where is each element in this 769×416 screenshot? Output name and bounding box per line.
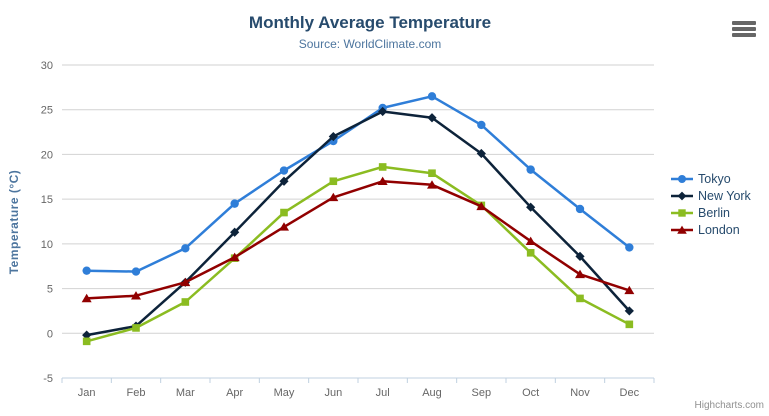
data-point-marker-london (377, 176, 388, 186)
x-axis-category-label: Oct (522, 387, 539, 399)
series-line-tokyo (85, 95, 631, 273)
hamburger-icon (732, 27, 756, 31)
data-point-marker-berlin (132, 324, 140, 332)
legend-item-berlin[interactable]: Berlin (671, 206, 751, 220)
chart-title: Monthly Average Temperature (248, 13, 492, 32)
data-point-marker-berlin (576, 294, 584, 303)
x-axis-category-label: Sep (472, 387, 492, 399)
y-axis-tick-label: 30 (41, 60, 53, 72)
x-axis-category-label: Dec (620, 387, 640, 399)
y-axis-tick-label: 15 (41, 194, 53, 206)
series-line-berlin (85, 165, 631, 343)
data-point-marker-london (575, 269, 585, 279)
y-axis-tick-label: 20 (41, 149, 53, 161)
data-point-marker-london (81, 293, 92, 303)
data-point-marker-tokyo (625, 243, 634, 252)
data-point-marker-berlin (181, 298, 190, 306)
x-axis-category-label: Nov (570, 387, 590, 399)
data-point-marker-new-york (575, 251, 585, 261)
legend-item-london[interactable]: London (671, 223, 751, 237)
hamburger-icon (732, 21, 756, 25)
legend-item-new-york[interactable]: New York (671, 189, 751, 203)
data-point-marker-berlin (329, 177, 338, 186)
hamburger-icon (732, 33, 756, 37)
data-point-marker-tokyo (230, 199, 239, 208)
data-point-marker-new-york (230, 227, 240, 237)
data-point-marker-tokyo (82, 266, 91, 275)
legend-label: London (698, 223, 740, 237)
y-axis-tick-label: 10 (41, 239, 53, 251)
data-point-marker-new-york (476, 148, 486, 159)
x-axis-category-label: Jan (78, 387, 96, 399)
data-point-marker-london (279, 222, 289, 231)
x-axis-category-label: Jun (324, 387, 342, 399)
data-point-marker-tokyo (131, 267, 141, 276)
y-axis-tick-label: 0 (47, 328, 53, 340)
data-point-marker-new-york (279, 176, 289, 186)
chart-subtitle: Source: WorldClimate.com (298, 37, 442, 51)
data-point-marker-berlin (526, 249, 535, 257)
data-point-marker-london (229, 252, 240, 262)
x-axis-category-label: Feb (127, 387, 146, 399)
data-point-marker-new-york (526, 202, 536, 212)
data-point-marker-new-york (427, 113, 437, 123)
export-menu-button[interactable] (732, 21, 756, 37)
x-axis-category-label: Apr (226, 387, 243, 399)
data-point-marker-tokyo (427, 92, 437, 101)
legend-item-tokyo[interactable]: Tokyo (671, 172, 751, 186)
data-point-marker-london (328, 192, 339, 202)
y-axis-tick-label: -5 (43, 373, 53, 385)
triangle-legend-symbol-icon (671, 225, 693, 234)
y-axis-tick-label: 5 (47, 284, 53, 296)
data-point-marker-london (427, 180, 437, 189)
x-axis-category-label: Jul (376, 387, 390, 399)
data-point-marker-berlin (378, 163, 387, 171)
legend-label: Tokyo (698, 172, 731, 186)
data-point-marker-tokyo (526, 165, 535, 174)
data-point-marker-london (131, 291, 141, 300)
x-axis-category-label: Mar (176, 387, 195, 399)
data-point-marker-london (476, 201, 487, 211)
data-point-marker-london (180, 277, 191, 287)
data-point-marker-new-york (378, 106, 388, 117)
data-point-marker-tokyo (181, 244, 190, 253)
data-point-marker-berlin (82, 337, 91, 346)
data-point-marker-berlin (280, 208, 288, 217)
x-axis-category-label: May (274, 387, 295, 399)
legend: Tokyo New York Berlin London (671, 172, 751, 237)
credits-link[interactable]: Highcharts.com (694, 400, 764, 411)
data-point-marker-berlin (625, 320, 634, 329)
data-point-marker-london (624, 285, 635, 295)
data-point-marker-new-york (624, 306, 634, 316)
diamond-legend-symbol-icon (671, 191, 693, 201)
square-legend-symbol-icon (671, 209, 693, 217)
data-point-marker-tokyo (575, 204, 585, 214)
data-point-marker-tokyo (279, 166, 289, 175)
legend-label: Berlin (698, 206, 730, 220)
series-line-london (85, 180, 631, 300)
circle-legend-symbol-icon (671, 175, 693, 183)
data-point-marker-london (525, 236, 536, 245)
data-point-marker-berlin (428, 169, 436, 178)
data-point-marker-new-york (328, 131, 338, 142)
series-line-new-york (85, 110, 631, 337)
y-axis-tick-label: 25 (41, 105, 53, 117)
data-point-marker-new-york (82, 330, 92, 340)
data-point-marker-tokyo (477, 120, 486, 130)
x-axis-category-label: Aug (422, 387, 442, 399)
legend-label: New York (698, 189, 751, 203)
